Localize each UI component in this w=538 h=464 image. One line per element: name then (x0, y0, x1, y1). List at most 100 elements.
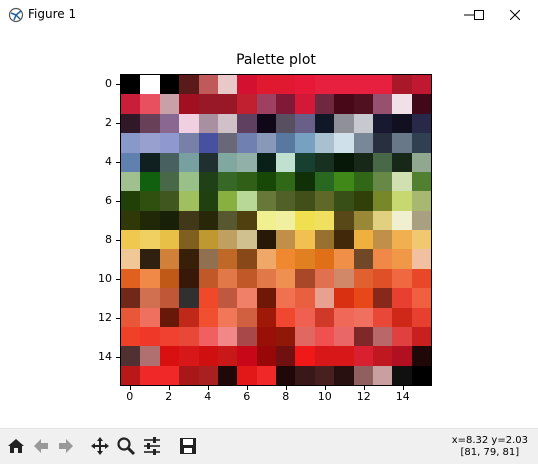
configure-button[interactable] (140, 434, 164, 458)
heatmap-cell-r5-c9 (295, 171, 315, 192)
heatmap-cell-r10-c10 (314, 268, 335, 289)
heatmap-cell-r10-c14 (392, 268, 412, 289)
heatmap-cell-r13-c14 (392, 326, 412, 347)
maximize-icon (474, 10, 484, 20)
save-button[interactable] (176, 434, 200, 458)
heatmap-cell-r10-c1 (140, 268, 160, 289)
heatmap-cell-r15-c6 (237, 365, 257, 385)
heatmap-cell-r5-c12 (353, 171, 373, 192)
heatmap-cell-r15-c15 (411, 365, 431, 385)
heatmap-cell-r6-c1 (140, 191, 160, 211)
x-tick-mark (324, 386, 326, 390)
heatmap-cell-r14-c10 (314, 346, 335, 366)
x-tick-label: 8 (282, 390, 290, 403)
heatmap-cell-r1-c0 (121, 94, 141, 114)
heatmap-cell-r7-c4 (198, 210, 218, 230)
heatmap-cell-r3-c8 (276, 133, 296, 153)
heatmap-cell-r10-c4 (198, 268, 218, 289)
minimize-button[interactable] (446, 0, 492, 30)
x-tick-mark (285, 386, 287, 390)
close-button[interactable] (492, 0, 538, 30)
save-icon (180, 438, 196, 454)
heatmap-cell-r8-c0 (121, 230, 141, 250)
heatmap-cell-r13-c1 (140, 326, 160, 347)
heatmap-cell-r6-c4 (198, 191, 218, 211)
heatmap-cell-r11-c10 (314, 288, 335, 308)
back-icon (34, 439, 48, 453)
plot-title: Palette plot (236, 52, 316, 68)
heatmap-cell-r15-c10 (314, 365, 335, 385)
heatmap-cell-r9-c13 (372, 249, 393, 269)
heatmap-cell-r9-c12 (353, 249, 373, 269)
y-tick-label: 8 (105, 232, 112, 246)
heatmap-cell-r5-c7 (256, 171, 276, 192)
heatmap-cell-r2-c3 (179, 113, 199, 134)
back-button[interactable] (29, 434, 53, 458)
heatmap-cell-r12-c0 (121, 307, 141, 327)
heatmap-cell-r12-c8 (276, 307, 296, 327)
home-button[interactable] (4, 434, 28, 458)
figure-canvas[interactable]: Palette plot 0 2 4 6 8 10 12 14 0 2 4 6 8 10 12 14 (0, 30, 538, 428)
maximize-button[interactable] (456, 0, 502, 30)
pan-button[interactable] (88, 434, 112, 458)
heatmap-cell-r15-c5 (217, 365, 238, 385)
heatmap-cell-r12-c13 (372, 307, 393, 327)
x-tick-label: 10 (317, 390, 332, 403)
heatmap-cell-r5-c11 (334, 171, 354, 192)
y-tick-label: 6 (105, 193, 112, 207)
cursor-pixel-value: [81, 79, 81] (460, 447, 520, 458)
heatmap-cell-r4-c6 (237, 152, 257, 172)
heatmap-cell-r7-c13 (372, 210, 393, 230)
x-tick-label: 12 (356, 390, 371, 403)
heatmap-cell-r5-c2 (159, 171, 180, 192)
heatmap-cell-r2-c9 (295, 113, 315, 134)
heatmap-cell-r15-c2 (159, 365, 180, 385)
zoom-button[interactable] (114, 434, 138, 458)
plot-axes[interactable] (120, 74, 432, 386)
heatmap-cell-r3-c2 (159, 133, 180, 153)
heatmap-cell-r8-c9 (295, 230, 315, 250)
heatmap-cell-r5-c1 (140, 171, 160, 192)
heatmap-cell-r11-c12 (353, 288, 373, 308)
heatmap-cell-r6-c11 (334, 191, 354, 211)
heatmap-cell-r13-c2 (159, 326, 180, 347)
forward-button[interactable] (54, 434, 78, 458)
heatmap-cell-r15-c13 (372, 365, 393, 385)
heatmap-cell-r11-c13 (372, 288, 393, 308)
x-tick-mark (363, 386, 365, 390)
heatmap-cell-r0-c3 (179, 75, 199, 95)
heatmap-cell-r3-c13 (372, 133, 393, 153)
heatmap-cell-r0-c0 (121, 75, 141, 95)
heatmap-cell-r13-c13 (372, 326, 393, 347)
heatmap-cell-r5-c8 (276, 171, 296, 192)
x-tick-mark (246, 386, 248, 390)
heatmap-cell-r4-c8 (276, 152, 296, 172)
heatmap-cell-r14-c5 (217, 346, 238, 366)
heatmap-cell-r14-c15 (411, 346, 431, 366)
heatmap-cell-r9-c4 (198, 249, 218, 269)
heatmap-cell-r11-c6 (237, 288, 257, 308)
x-tick-mark (207, 386, 209, 390)
heatmap-cell-r1-c10 (314, 94, 335, 114)
heatmap-cell-r0-c1 (140, 75, 160, 95)
heatmap-cell-r6-c6 (237, 191, 257, 211)
heatmap-cell-r0-c11 (334, 75, 354, 95)
heatmap-cell-r4-c15 (411, 152, 431, 172)
heatmap-cell-r7-c5 (217, 210, 238, 230)
heatmap-cell-r0-c5 (217, 75, 238, 95)
heatmap-cell-r3-c10 (314, 133, 335, 153)
heatmap-cell-r0-c14 (392, 75, 412, 95)
heatmap-cell-r9-c10 (314, 249, 335, 269)
heatmap-cell-r14-c9 (295, 346, 315, 366)
heatmap-cell-r3-c1 (140, 133, 160, 153)
heatmap-cell-r14-c11 (334, 346, 354, 366)
heatmap-cell-r12-c9 (295, 307, 315, 327)
heatmap-cell-r15-c14 (392, 365, 412, 385)
heatmap-cell-r3-c11 (334, 133, 354, 153)
heatmap-cell-r1-c15 (411, 94, 431, 114)
minimize-icon (464, 14, 474, 16)
heatmap-cell-r11-c15 (411, 288, 431, 308)
heatmap-cell-r14-c6 (237, 346, 257, 366)
heatmap-cell-r2-c5 (217, 113, 238, 134)
heatmap-cell-r1-c13 (372, 94, 393, 114)
